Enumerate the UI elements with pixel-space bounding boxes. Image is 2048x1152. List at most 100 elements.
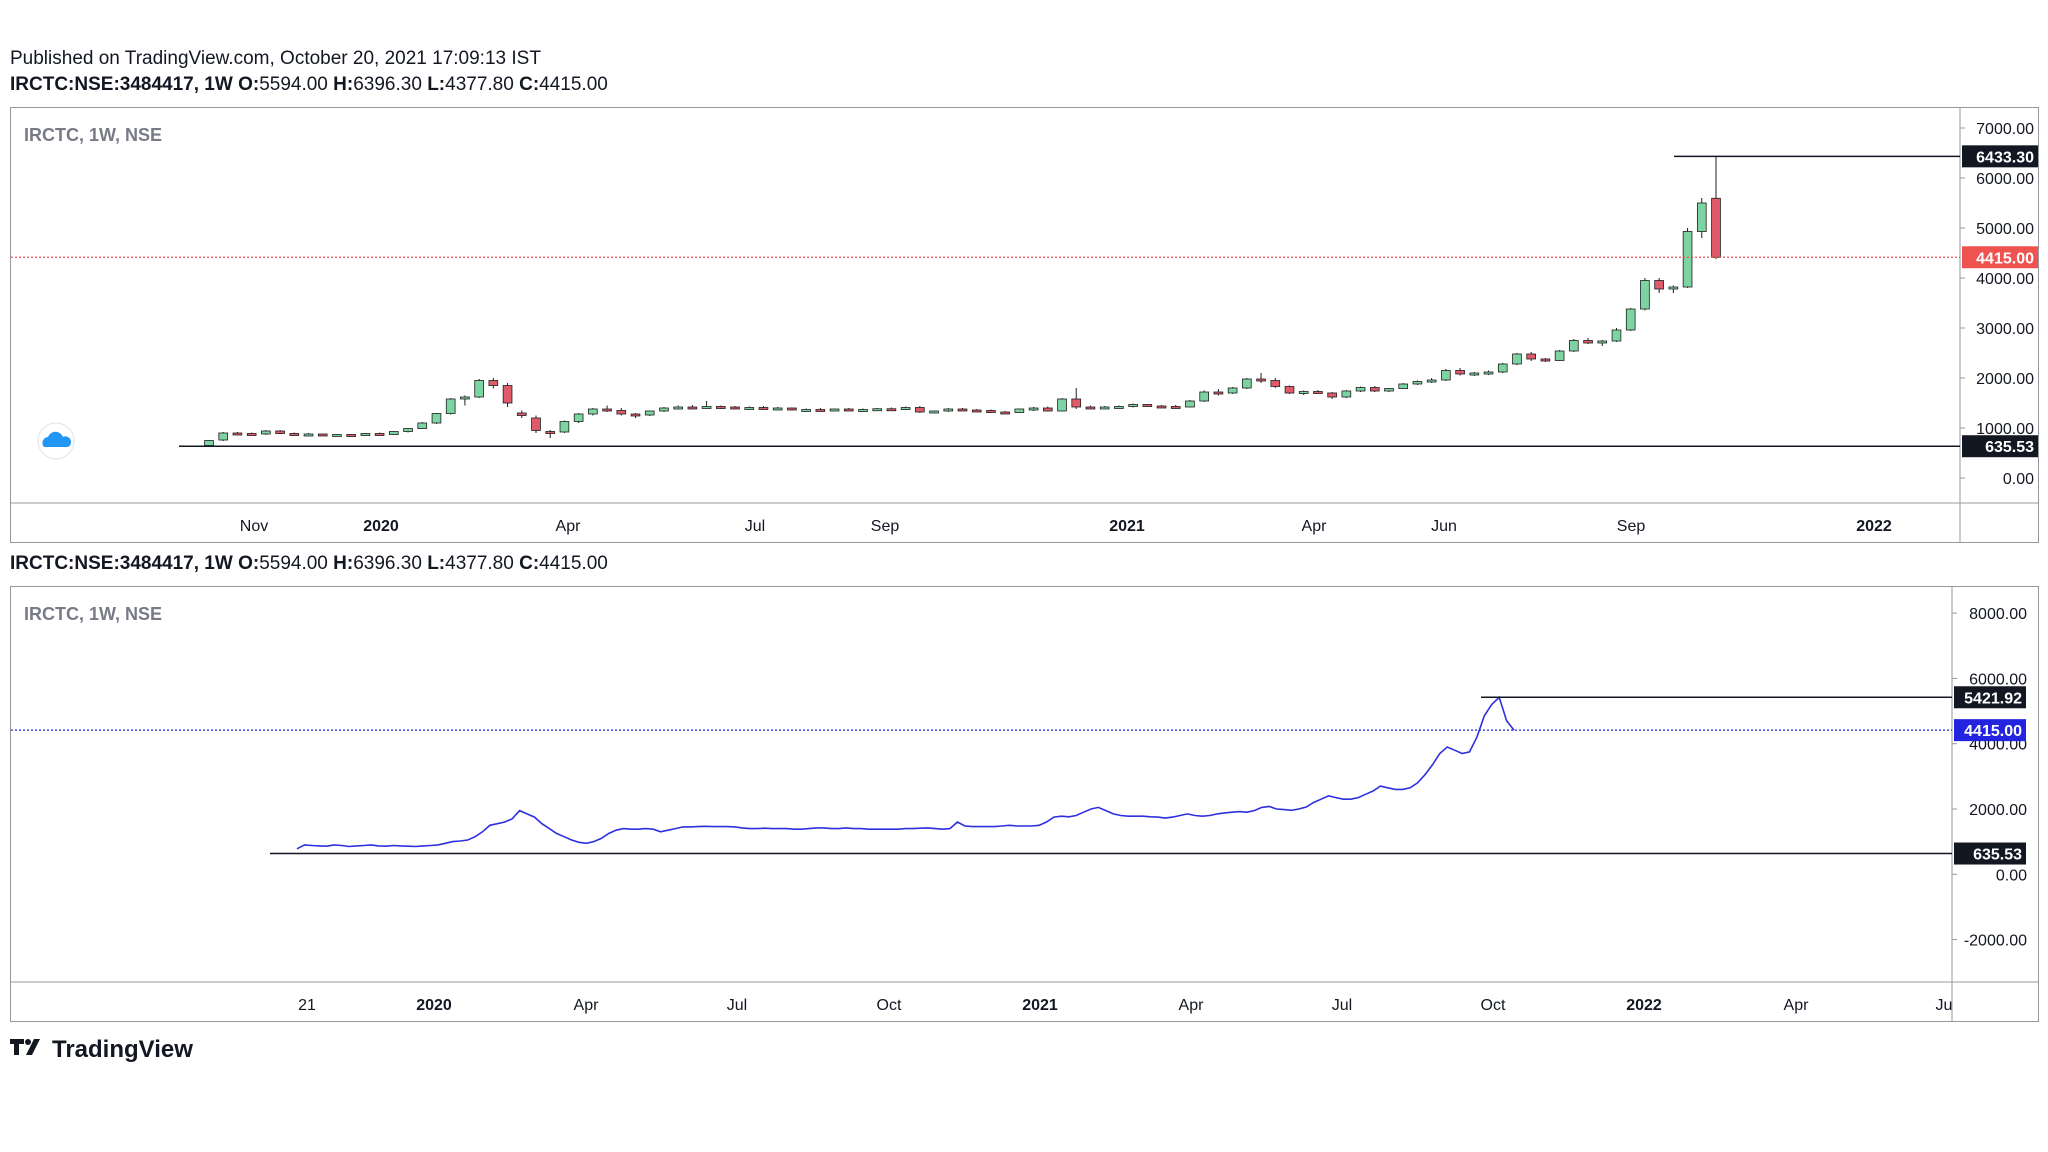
candle-up (1426, 379, 1437, 383)
candle-up (1668, 286, 1679, 290)
candle-up (417, 422, 428, 429)
open-label: O: (238, 74, 260, 95)
candle-down (317, 433, 328, 437)
x-tick-label: 2022 (1626, 997, 1662, 1014)
candle-up (1199, 391, 1209, 402)
candle-down (1142, 404, 1153, 407)
candle-up (1483, 371, 1494, 375)
close-label: C: (519, 74, 540, 95)
candle-up (744, 407, 755, 410)
high-price-tag (1954, 686, 2026, 709)
candle-up (858, 409, 868, 412)
cloud-icon-shape (42, 431, 72, 447)
candle-up (872, 408, 883, 412)
candle-up (1099, 406, 1110, 410)
candle-up (1398, 383, 1409, 389)
x-tick-label: Oct (1481, 997, 1506, 1014)
published-caption: Published on TradingView.com, October 20… (10, 48, 541, 69)
ohlc-legend-top: IRCTC:NSE:3484417, 1W O:5594.00 H:6396.3… (10, 74, 608, 96)
price-line-series (296, 695, 1515, 850)
candlestick-panel[interactable]: IRCTC, 1W, NSE 0.00 1000.00 2000.00 3000.00 4… (10, 107, 2039, 543)
high-label: H: (333, 74, 354, 95)
low-price-tag (1962, 435, 2038, 458)
candle-up (1569, 340, 1579, 352)
y-tick-label: 2000.00 (1969, 802, 2027, 819)
candle-up (588, 408, 598, 415)
x-tick-label: Ju (1936, 997, 1953, 1014)
candle-down (1213, 391, 1224, 395)
y-tick-label: 6000.00 (1976, 171, 2034, 188)
open-label: O: (238, 553, 260, 574)
candle-up (403, 428, 413, 432)
candle-up (1412, 381, 1423, 385)
candle-up (1597, 340, 1608, 344)
y-tick-label: 6000.00 (1969, 671, 2027, 688)
candle-up (1640, 280, 1650, 310)
last-price-label: 4415.00 (1976, 250, 2034, 267)
candle-down (531, 417, 541, 431)
x-tick-label: Oct (877, 997, 902, 1014)
line-chart[interactable]: IRCTC, 1W, NSE-2000.000.002000.004000.00… (11, 587, 2038, 1021)
high-value: 6396.30 (353, 74, 422, 95)
candle-down (602, 408, 612, 412)
y-tick-label: 3000.00 (1976, 321, 2034, 338)
symbol-label: IRCTC:NSE:3484417, 1W (10, 553, 233, 574)
candle-up (1384, 388, 1394, 392)
candlestick-chart[interactable]: IRCTC, 1W, NSE 0.00 1000.00 2000.00 3000.00 4… (11, 108, 2038, 542)
low-value: 4377.80 (445, 553, 514, 574)
candle-down (374, 433, 385, 436)
y-tick-label: 7000.00 (1976, 121, 2034, 138)
candle-up (1625, 308, 1636, 331)
candle-down (1270, 380, 1281, 387)
candle-up (1355, 387, 1366, 392)
candle-up (261, 430, 271, 435)
x-tick-label: 2022 (1856, 518, 1892, 535)
low-price-tag (1954, 842, 2026, 865)
candle-up (360, 433, 371, 436)
candle-down (716, 406, 726, 409)
y-tick-label: 2000.00 (1976, 371, 2034, 388)
y-tick-label: 4000.00 (1976, 271, 2034, 288)
candle-down (815, 409, 826, 412)
y-tick-label: -2000.00 (1964, 933, 2027, 950)
open-value: 5594.00 (259, 553, 328, 574)
candle-down (1284, 386, 1295, 394)
close-label: C: (519, 553, 540, 574)
candle-up (801, 409, 811, 412)
candle-down (616, 410, 627, 415)
x-tick-label: Apr (1302, 518, 1328, 535)
candle-down (232, 432, 243, 436)
candle-down (1583, 340, 1593, 344)
brand[interactable]: TradingView (10, 1036, 193, 1064)
candle-up (559, 421, 570, 433)
chart-title: IRCTC, 1W, NSE (24, 604, 162, 624)
candle-down (1654, 280, 1664, 290)
candle-down (1526, 353, 1536, 360)
line-panel[interactable]: IRCTC, 1W, NSE -2000.00 0.00 2000.00 4000.00… (10, 586, 2039, 1022)
candle-up (1128, 404, 1138, 407)
candle-down (758, 407, 769, 410)
candle-up (673, 406, 683, 410)
candle-up (1242, 378, 1252, 389)
candle-down (545, 431, 556, 434)
candle-down (1156, 405, 1167, 409)
candle-down (886, 408, 897, 412)
candle-up (303, 433, 314, 437)
high-value: 6396.30 (353, 553, 422, 574)
high-price-label: 6433.30 (1976, 149, 2034, 166)
candle-up (1298, 391, 1309, 394)
candle-down (687, 406, 698, 410)
candle-down (516, 412, 527, 416)
x-tick-label: Apr (1784, 997, 1810, 1014)
candle-up (218, 432, 229, 441)
high-price-tag (1962, 145, 2038, 168)
candle-up (1028, 407, 1039, 411)
x-tick-label: 2021 (1109, 518, 1145, 535)
candle-up (1696, 202, 1707, 232)
candle-up (1014, 408, 1025, 413)
candle-up (644, 410, 655, 416)
candle-up (900, 407, 911, 410)
candle-down (1327, 392, 1337, 398)
candle-down (1042, 407, 1053, 412)
candle-down (1455, 370, 1465, 375)
